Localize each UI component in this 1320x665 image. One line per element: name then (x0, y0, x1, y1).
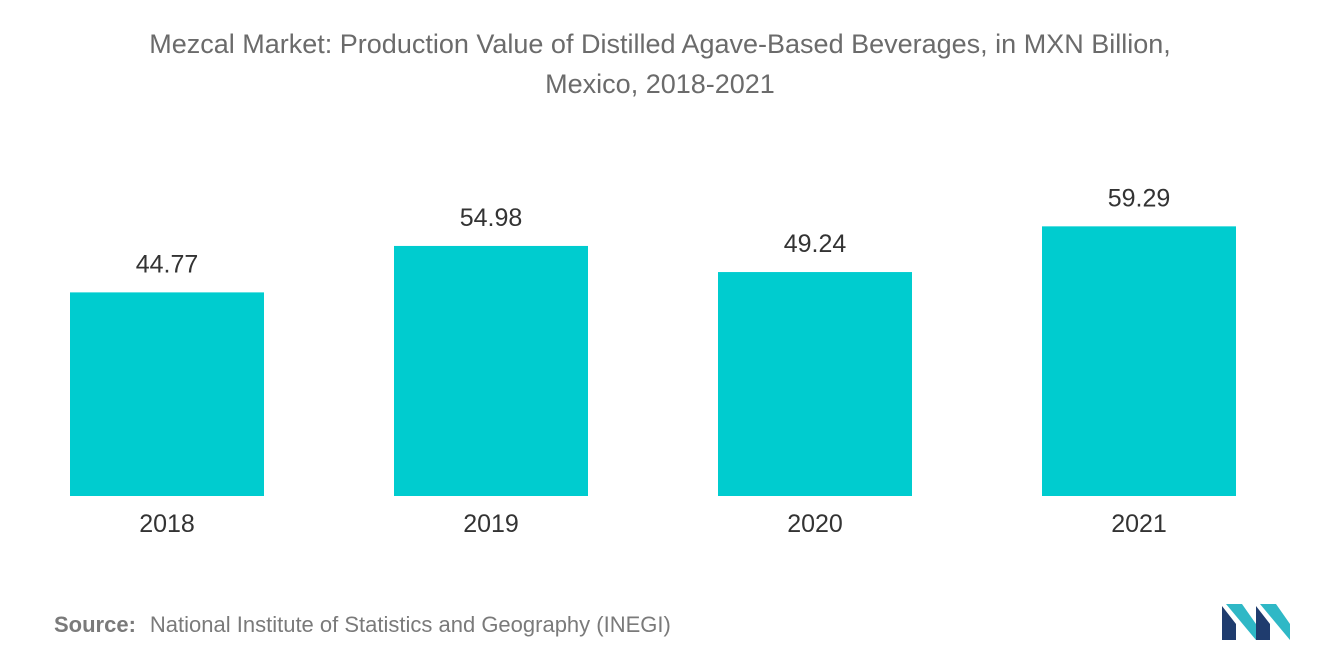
bar-2021 (1042, 226, 1236, 497)
data-label-2020: 49.24 (784, 230, 847, 258)
data-label-2018: 44.77 (136, 250, 199, 278)
chart-title-line-2: Mexico, 2018-2021 (545, 69, 775, 99)
source-note: Source: National Institute of Statistics … (54, 612, 671, 638)
x-tick-label-2021: 2021 (1111, 510, 1167, 538)
bar-2020 (718, 272, 912, 496)
x-tick-label-2018: 2018 (139, 510, 195, 538)
source-label: Source: (54, 612, 136, 637)
chart-title: Mezcal Market: Production Value of Disti… (0, 24, 1320, 104)
data-label-2021: 59.29 (1108, 184, 1171, 212)
source-text: National Institute of Statistics and Geo… (149, 612, 671, 637)
bar-2019 (394, 245, 588, 496)
mordor-intelligence-logo-icon (1222, 604, 1290, 640)
x-tick-label-2019: 2019 (463, 510, 519, 538)
data-label-2019: 54.98 (460, 204, 523, 232)
chart-title-line-1: Mezcal Market: Production Value of Disti… (149, 29, 1171, 59)
bar-2018 (70, 292, 264, 496)
x-tick-label-2020: 2020 (787, 510, 843, 538)
